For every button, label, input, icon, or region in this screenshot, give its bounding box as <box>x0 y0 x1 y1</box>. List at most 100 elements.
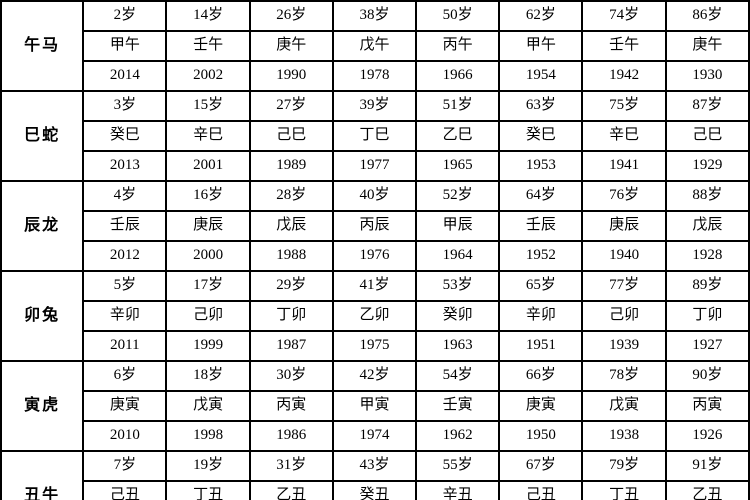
age-cell: 19岁 <box>166 451 249 481</box>
year-cell: 1999 <box>166 331 249 361</box>
year-cell: 1988 <box>250 241 333 271</box>
year-cell: 1975 <box>333 331 416 361</box>
year-cell: 1966 <box>416 61 499 91</box>
year-cell: 1963 <box>416 331 499 361</box>
ganzhi-cell: 乙巳 <box>416 121 499 151</box>
year-cell: 1990 <box>250 61 333 91</box>
year-cell: 1989 <box>250 151 333 181</box>
age-cell: 89岁 <box>666 271 749 301</box>
year-cell: 2014 <box>83 61 166 91</box>
age-cell: 75岁 <box>582 91 665 121</box>
ganzhi-cell: 壬辰 <box>83 211 166 241</box>
ganzhi-cell: 丁丑 <box>582 481 665 500</box>
ganzhi-cell: 甲午 <box>499 31 582 61</box>
year-cell: 2000 <box>166 241 249 271</box>
ganzhi-cell: 己丑 <box>499 481 582 500</box>
year-cell: 1977 <box>333 151 416 181</box>
ganzhi-cell: 庚辰 <box>166 211 249 241</box>
age-cell: 4岁 <box>83 181 166 211</box>
year-cell: 1952 <box>499 241 582 271</box>
age-cell: 54岁 <box>416 361 499 391</box>
year-cell: 1987 <box>250 331 333 361</box>
age-cell: 67岁 <box>499 451 582 481</box>
age-cell: 39岁 <box>333 91 416 121</box>
year-cell: 1978 <box>333 61 416 91</box>
ganzhi-cell: 己卯 <box>582 301 665 331</box>
ganzhi-cell: 甲辰 <box>416 211 499 241</box>
ganzhi-cell: 己巳 <box>666 121 749 151</box>
ganzhi-cell: 辛巳 <box>582 121 665 151</box>
ganzhi-cell: 丁丑 <box>166 481 249 500</box>
age-cell: 76岁 <box>582 181 665 211</box>
year-cell: 1962 <box>416 421 499 451</box>
ganzhi-cell: 乙丑 <box>250 481 333 500</box>
age-cell: 26岁 <box>250 1 333 31</box>
age-cell: 63岁 <box>499 91 582 121</box>
age-cell: 90岁 <box>666 361 749 391</box>
zodiac-label: 寅虎 <box>1 361 83 451</box>
age-cell: 17岁 <box>166 271 249 301</box>
age-cell: 87岁 <box>666 91 749 121</box>
year-cell: 1976 <box>333 241 416 271</box>
age-cell: 16岁 <box>166 181 249 211</box>
age-cell: 65岁 <box>499 271 582 301</box>
ganzhi-cell: 壬午 <box>166 31 249 61</box>
ganzhi-cell: 戊寅 <box>582 391 665 421</box>
year-cell: 1964 <box>416 241 499 271</box>
ganzhi-cell: 丁卯 <box>666 301 749 331</box>
zodiac-label: 辰龙 <box>1 181 83 271</box>
age-cell: 3岁 <box>83 91 166 121</box>
year-cell: 2002 <box>166 61 249 91</box>
ganzhi-cell: 癸卯 <box>416 301 499 331</box>
ganzhi-cell: 癸巳 <box>499 121 582 151</box>
ganzhi-cell: 己巳 <box>250 121 333 151</box>
age-cell: 79岁 <box>582 451 665 481</box>
zodiac-label: 巳蛇 <box>1 91 83 181</box>
age-cell: 52岁 <box>416 181 499 211</box>
ganzhi-cell: 乙丑 <box>666 481 749 500</box>
age-cell: 41岁 <box>333 271 416 301</box>
ganzhi-cell: 丁巳 <box>333 121 416 151</box>
zodiac-label: 午马 <box>1 1 83 91</box>
year-cell: 1954 <box>499 61 582 91</box>
year-cell: 1939 <box>582 331 665 361</box>
ganzhi-cell: 壬辰 <box>499 211 582 241</box>
age-cell: 50岁 <box>416 1 499 31</box>
age-cell: 27岁 <box>250 91 333 121</box>
ganzhi-cell: 甲寅 <box>333 391 416 421</box>
year-cell: 1927 <box>666 331 749 361</box>
year-cell: 1953 <box>499 151 582 181</box>
year-cell: 1998 <box>166 421 249 451</box>
age-cell: 2岁 <box>83 1 166 31</box>
age-cell: 77岁 <box>582 271 665 301</box>
age-cell: 51岁 <box>416 91 499 121</box>
ganzhi-cell: 辛卯 <box>499 301 582 331</box>
age-cell: 43岁 <box>333 451 416 481</box>
year-cell: 1965 <box>416 151 499 181</box>
year-cell: 1942 <box>582 61 665 91</box>
year-cell: 1941 <box>582 151 665 181</box>
ganzhi-cell: 庚午 <box>666 31 749 61</box>
age-cell: 66岁 <box>499 361 582 391</box>
year-cell: 2011 <box>83 331 166 361</box>
year-cell: 2010 <box>83 421 166 451</box>
age-cell: 31岁 <box>250 451 333 481</box>
age-cell: 91岁 <box>666 451 749 481</box>
ganzhi-cell: 戊寅 <box>166 391 249 421</box>
year-cell: 1926 <box>666 421 749 451</box>
year-cell: 1929 <box>666 151 749 181</box>
ganzhi-cell: 己卯 <box>166 301 249 331</box>
ganzhi-cell: 戊辰 <box>250 211 333 241</box>
zodiac-label: 丑牛 <box>1 451 83 500</box>
ganzhi-cell: 辛卯 <box>83 301 166 331</box>
ganzhi-cell: 癸丑 <box>333 481 416 500</box>
ganzhi-cell: 甲午 <box>83 31 166 61</box>
ganzhi-cell: 庚午 <box>250 31 333 61</box>
zodiac-year-table-container: 午马2岁14岁26岁38岁50岁62岁74岁86岁甲午壬午庚午戊午丙午甲午壬午庚… <box>0 0 750 500</box>
ganzhi-cell: 壬寅 <box>416 391 499 421</box>
age-cell: 7岁 <box>83 451 166 481</box>
zodiac-label: 卯兔 <box>1 271 83 361</box>
year-cell: 1930 <box>666 61 749 91</box>
ganzhi-cell: 丙寅 <box>250 391 333 421</box>
ganzhi-cell: 丙寅 <box>666 391 749 421</box>
